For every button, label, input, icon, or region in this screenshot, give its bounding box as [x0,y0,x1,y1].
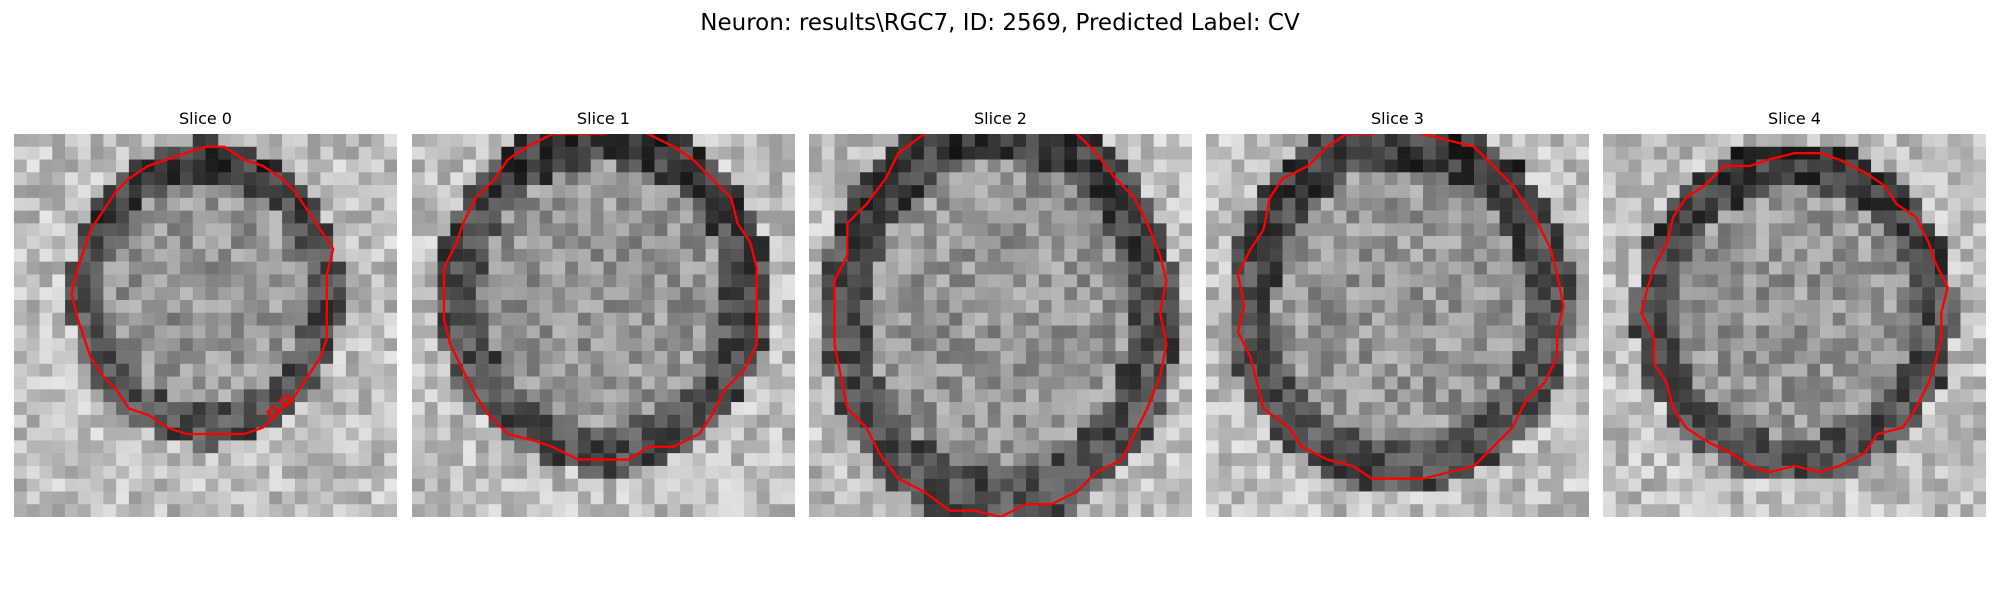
slice-image [1206,134,1589,517]
segmentation-contour [442,134,758,461]
slice-image [412,134,795,517]
slice-image [14,134,397,517]
segmentation-contour [1640,152,1949,474]
slice-image [809,134,1192,517]
pixel-grid [1603,134,1986,517]
contour-fragment [265,404,281,420]
pixel-grid [14,134,397,517]
segmentation-contour [833,134,1168,517]
contour-fragment [278,393,294,409]
slice-title: Slice 1 [577,109,630,128]
slice-title: Slice 0 [179,109,232,128]
slice-title: Slice 3 [1371,109,1424,128]
pixel-grid [809,134,1192,517]
segmentation-contour [1236,134,1565,480]
slice-title: Slice 4 [1768,109,1821,128]
slice-title: Slice 2 [974,109,1027,128]
pixel-grid [1206,134,1589,517]
pixel-grid [412,134,795,517]
figure-title: Neuron: results\RGC7, ID: 2569, Predicte… [700,10,1300,36]
segmentation-contour [70,145,335,436]
slice-image [1603,134,1986,517]
